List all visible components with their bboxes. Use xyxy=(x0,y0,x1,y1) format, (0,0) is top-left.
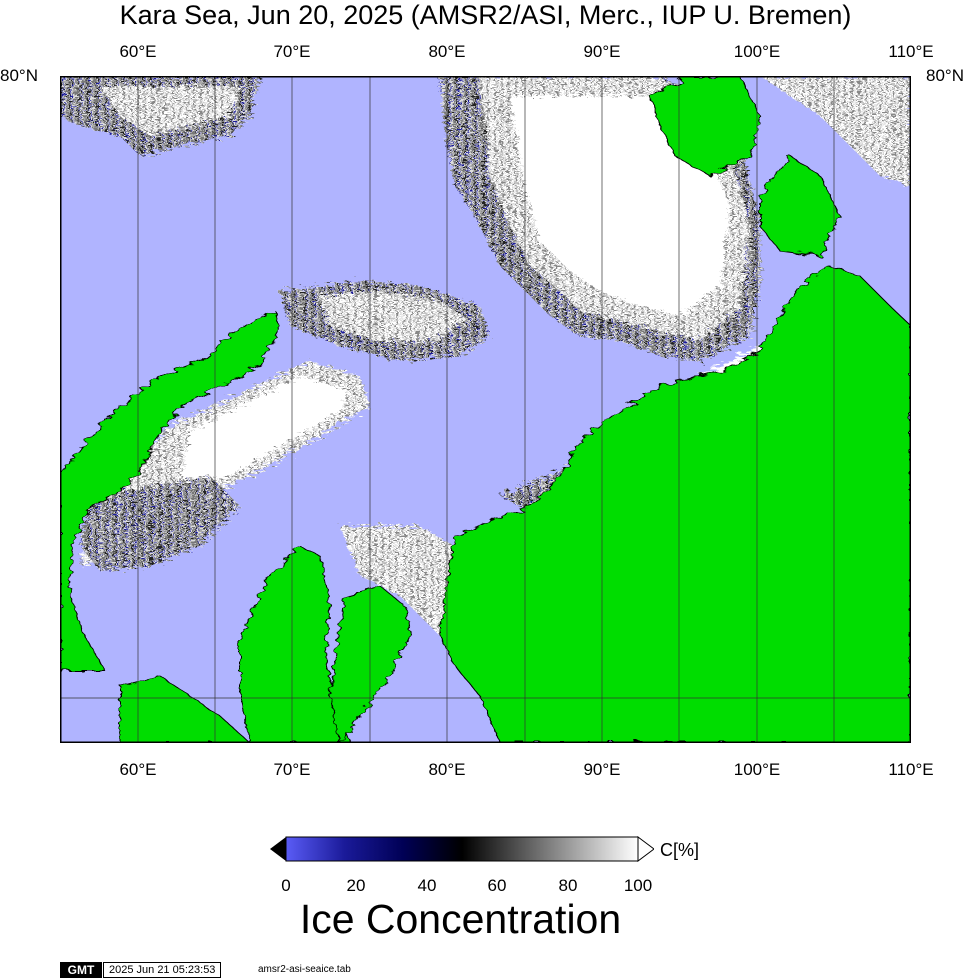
top-lon-label-90: 90°E xyxy=(583,42,621,61)
colorbar-ramp xyxy=(285,836,639,862)
map-title: Kara Sea, Jun 20, 2025 (AMSR2/ASI, Merc.… xyxy=(119,0,852,30)
taymyr-mainland xyxy=(439,265,911,743)
bottom-lon-label-80: 80°E xyxy=(428,760,466,779)
colorbar-graphic xyxy=(270,836,655,862)
bottom-lon-label-60: 60°E xyxy=(119,760,157,779)
graticule xyxy=(60,76,911,743)
top-lon-label-80: 80°E xyxy=(428,42,466,61)
lat-label-right: 80°N xyxy=(926,66,964,85)
colorbar-title: Ice Concentration xyxy=(299,896,622,942)
colorbar-tick-100: 100 xyxy=(623,876,653,895)
top-lon-label-100: 100°E xyxy=(733,42,781,61)
source-filename: amsr2-asi-seaice.tab xyxy=(258,964,351,975)
colorbar-tick-20: 20 xyxy=(346,876,366,895)
land-layer xyxy=(60,76,911,743)
peninsula-west-coast xyxy=(119,675,251,743)
colorbar-tick-80: 80 xyxy=(558,876,578,895)
novaya-zemlya xyxy=(60,310,281,672)
colorbar-low-arrow xyxy=(270,837,286,861)
top-lon-label-110: 110°E xyxy=(888,42,934,61)
colorbar-tick-40: 40 xyxy=(417,876,437,895)
timestamp: 2025 Jun 21 05:23:53 xyxy=(103,962,222,978)
bottom-lon-label-100: 100°E xyxy=(733,760,781,779)
colorbar-tick-0: 0 xyxy=(281,876,291,895)
bottom-lon-label-90: 90°E xyxy=(583,760,621,779)
colorbar-unit: C[%] xyxy=(660,840,700,860)
lat-label-left: 80°N xyxy=(0,66,38,85)
colorbar-high-arrow xyxy=(637,836,655,862)
colorbar-tick-60: 60 xyxy=(487,876,507,895)
map-canvas xyxy=(60,76,911,743)
severnaya-zemlya xyxy=(649,76,761,177)
top-lon-label-60: 60°E xyxy=(119,42,157,61)
yamal-peninsula xyxy=(239,545,351,743)
bottom-lon-label-110: 110°E xyxy=(888,760,934,779)
gmt-logo: GMT xyxy=(60,962,102,978)
colorbar xyxy=(270,835,655,863)
top-lon-label-70: 70°E xyxy=(273,42,311,61)
bolshevik-island xyxy=(759,155,841,257)
map-border xyxy=(60,76,911,743)
ice-concentration-map xyxy=(60,76,911,743)
bottom-lon-label-70: 70°E xyxy=(273,760,311,779)
